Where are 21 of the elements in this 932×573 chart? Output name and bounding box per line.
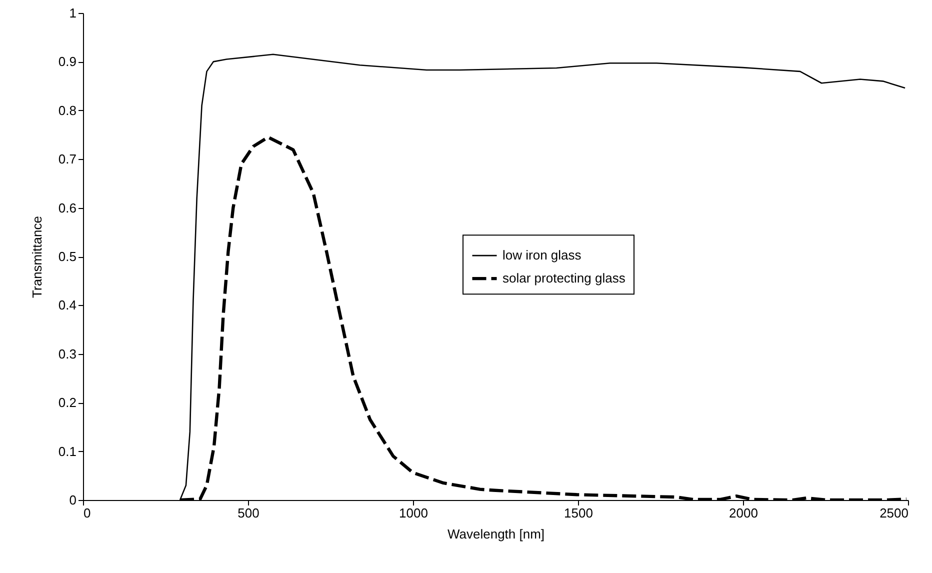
x-tick-label: 0 xyxy=(84,506,91,520)
legend-label: solar protecting glass xyxy=(502,270,626,286)
x-tick-label: 1000 xyxy=(399,506,428,520)
y-tick-label: 0.7 xyxy=(58,152,76,167)
x-tick-label: 2500 xyxy=(880,506,908,520)
y-tick-label: 0 xyxy=(69,492,76,508)
y-axis-title: Transmittance xyxy=(29,216,44,298)
y-tick-label: 0.8 xyxy=(58,102,76,118)
y-tick-label: 0.1 xyxy=(58,444,76,459)
y-tick-label: 0.4 xyxy=(58,298,76,313)
legend-label: low iron glass xyxy=(502,248,582,263)
y-tick-label: 1 xyxy=(69,6,76,20)
x-tick-label: 1500 xyxy=(564,506,593,520)
y-tick-label: 0.3 xyxy=(58,346,76,362)
y-tick-label: 0.5 xyxy=(58,249,76,264)
y-tick-label: 0.6 xyxy=(58,200,76,216)
y-tick-label: 0.2 xyxy=(58,395,76,410)
x-tick-label: 2000 xyxy=(729,506,758,520)
x-axis-title: Wavelength [nm] xyxy=(447,526,545,542)
y-tick-label: 0.9 xyxy=(58,54,76,70)
x-tick-label: 500 xyxy=(238,506,260,520)
